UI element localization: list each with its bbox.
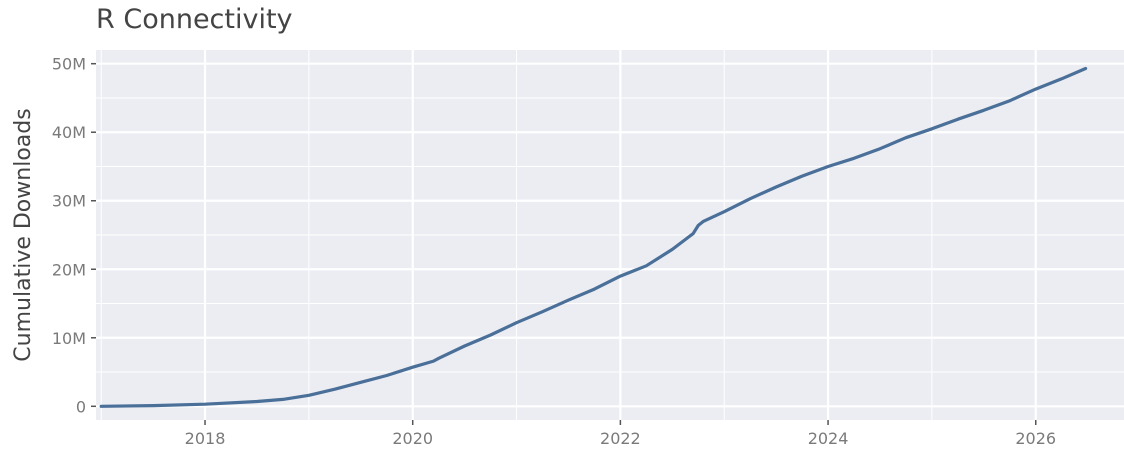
x-tick-label: 2022 (600, 429, 641, 448)
chart-title: R Connectivity (96, 4, 293, 35)
series-line (99, 66, 1088, 408)
x-tick-label: 2024 (808, 429, 849, 448)
y-axis-title: Cumulative Downloads (11, 108, 36, 361)
series-layer (99, 66, 1088, 408)
x-tick-label: 2020 (392, 429, 433, 448)
grid-lines (96, 50, 1124, 420)
y-tick-label: 10M (52, 329, 86, 348)
axis-ticks: 2018 2020 2022 2024 2026 0 10M 20M 30M 40M 50M (52, 55, 1056, 448)
y-tick-label: 0 (76, 397, 86, 416)
x-tick-label: 2018 (185, 429, 226, 448)
x-tick-label: 2026 (1015, 429, 1056, 448)
y-tick-label: 30M (52, 192, 86, 211)
y-tick-label: 20M (52, 260, 86, 279)
y-tick-label: 50M (52, 55, 86, 74)
y-tick-label: 40M (52, 123, 86, 142)
